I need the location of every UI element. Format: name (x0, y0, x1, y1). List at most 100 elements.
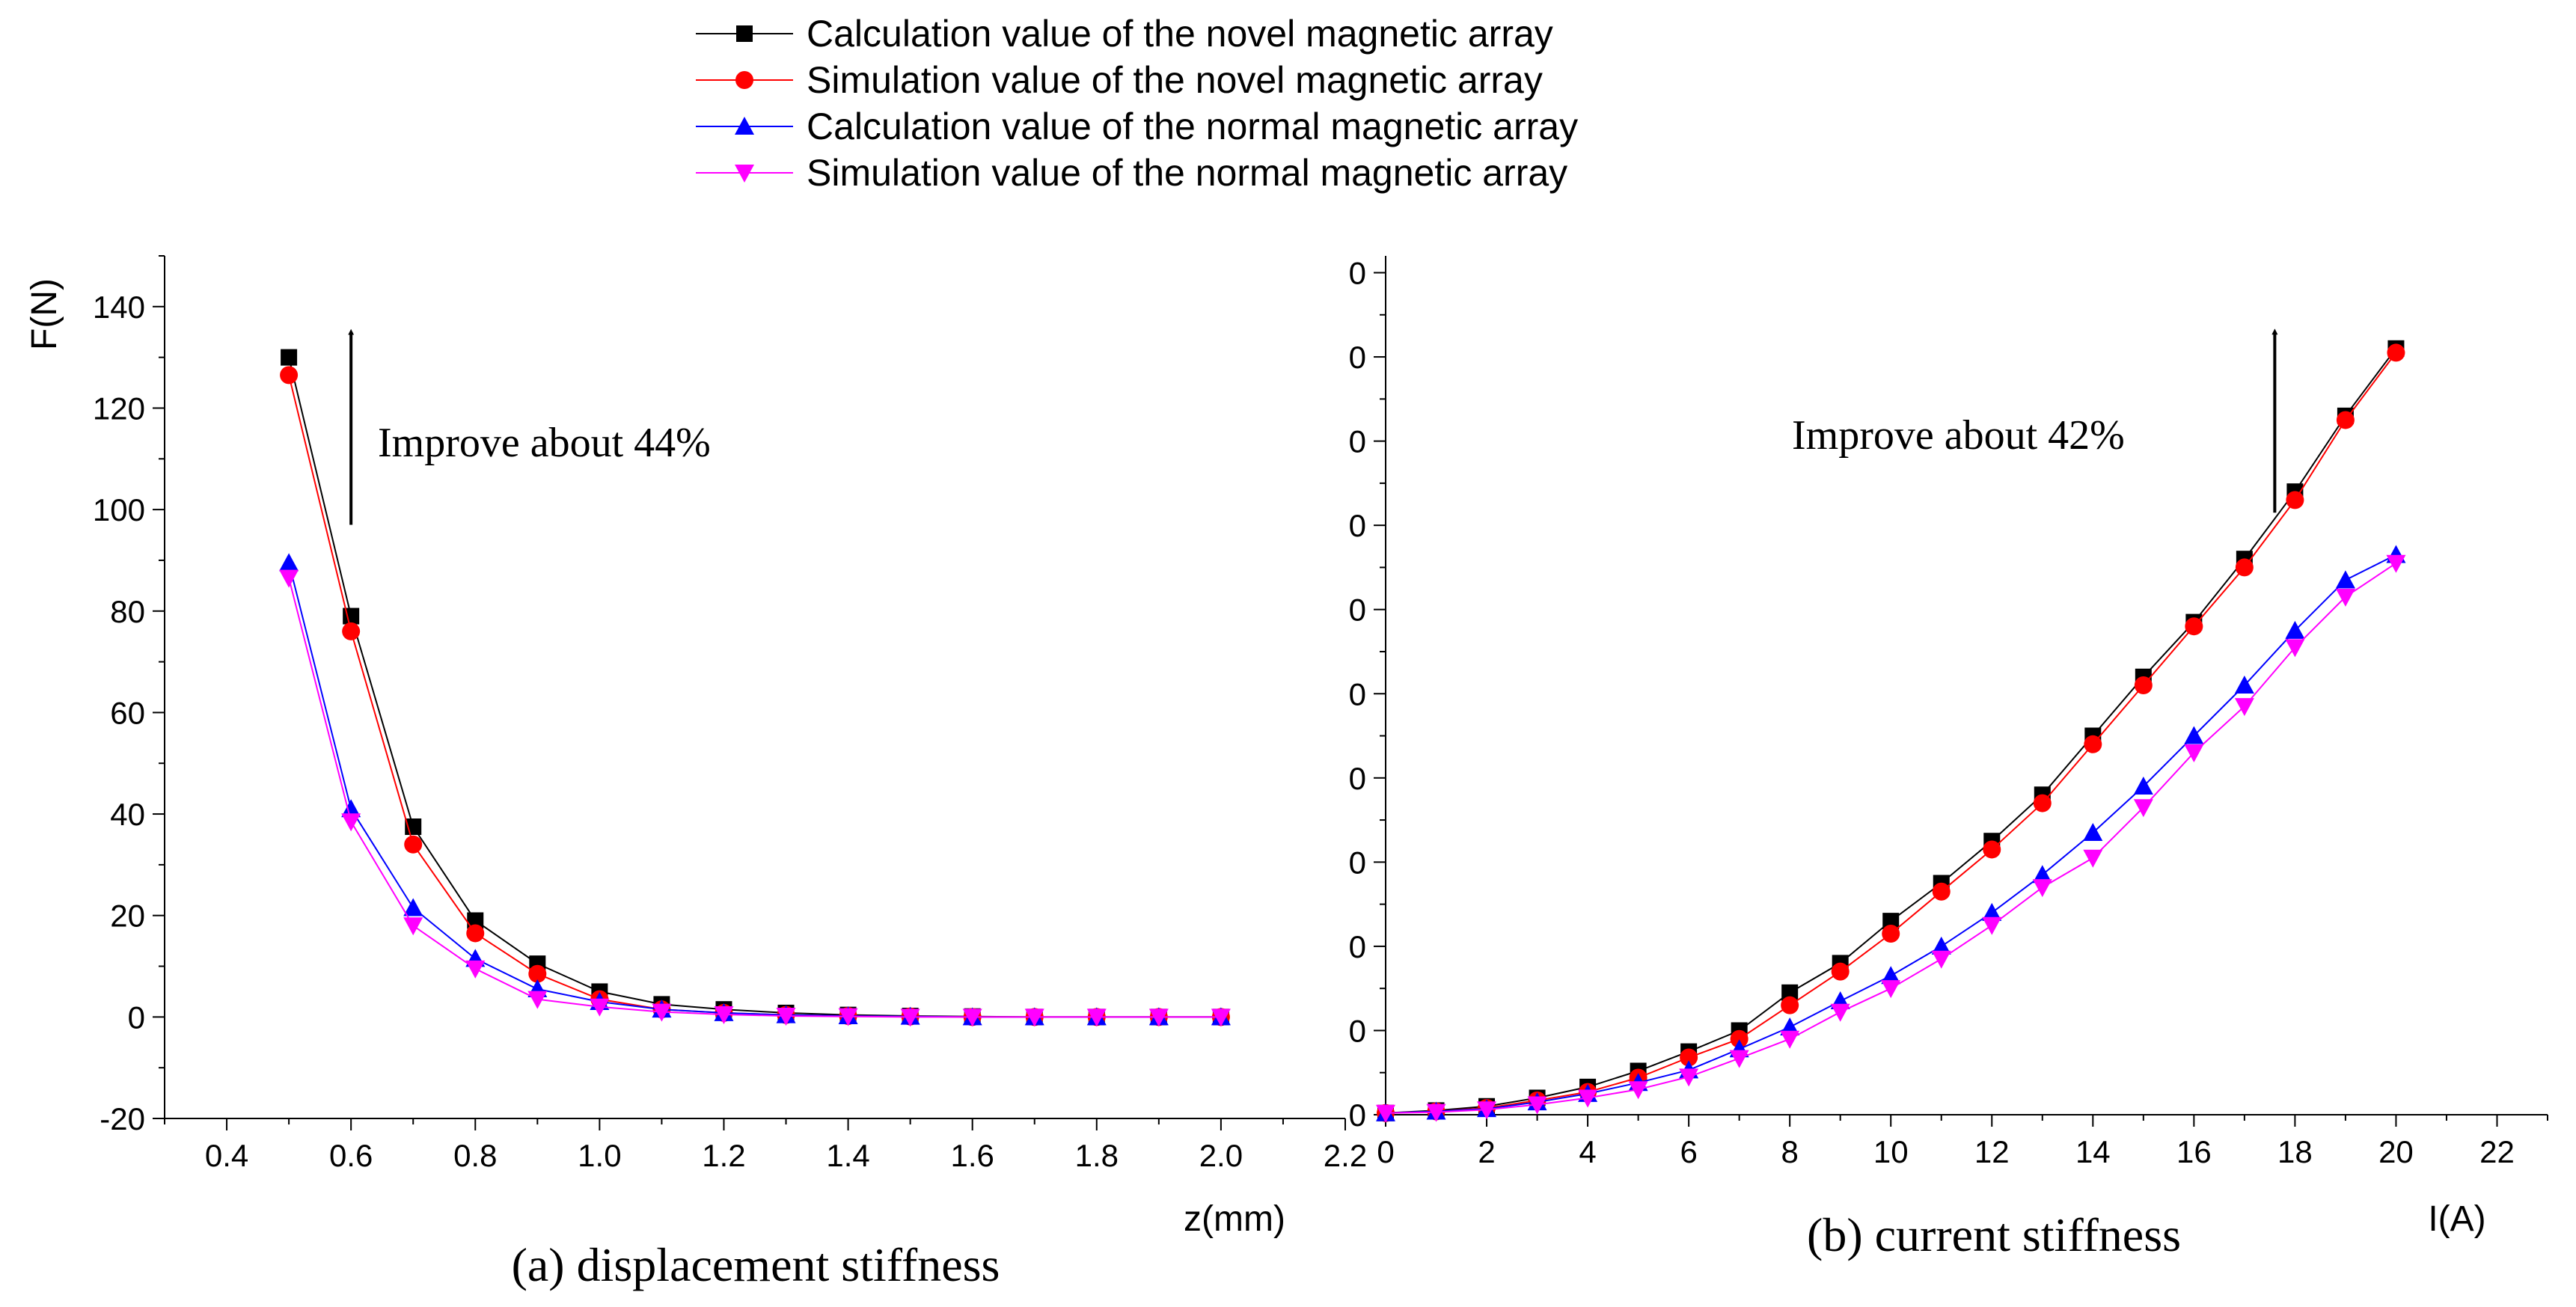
legend-entry: Simulation value of the novel magnetic a… (696, 59, 1543, 101)
chart-caption: (b) current stiffness (1807, 1208, 2181, 1261)
data-point (467, 912, 484, 929)
data-point (1148, 1008, 1169, 1027)
data-point (466, 924, 485, 943)
data-point (1679, 1068, 1699, 1087)
data-point (342, 622, 361, 640)
x-tick-label: 6 (1680, 1134, 1697, 1169)
y-tick-label: 0 (1349, 508, 1366, 543)
y-tick-label: 0 (1349, 1098, 1366, 1133)
legend-entry: Calculation value of the novel magnetic … (696, 13, 1553, 55)
data-point (590, 998, 610, 1017)
x-tick-label: 18 (2277, 1134, 2313, 1169)
data-point (1831, 962, 1850, 981)
data-point (2335, 588, 2355, 607)
data-point (2184, 726, 2204, 744)
legend-marker (735, 117, 754, 135)
data-point (1882, 925, 1900, 943)
data-point (1982, 916, 2002, 935)
data-point (2033, 794, 2052, 812)
data-point (528, 964, 547, 983)
x-tick-label: 2 (1478, 1134, 1495, 1169)
data-point (2335, 570, 2355, 589)
legend: Calculation value of the novel magnetic … (696, 13, 1578, 194)
legend-label: Calculation value of the novel magnetic … (807, 13, 1553, 55)
data-point (1477, 1101, 1497, 1120)
data-point (2184, 744, 2204, 763)
data-point (2185, 617, 2203, 636)
x-tick-label: 2.0 (1199, 1138, 1243, 1173)
data-point (1730, 1029, 1749, 1048)
data-point (2386, 554, 2406, 573)
data-point (838, 1008, 858, 1026)
series-line (288, 563, 1221, 1018)
y-tick-label: -20 (100, 1101, 145, 1136)
data-point (1680, 1048, 1698, 1067)
data-point (1024, 1008, 1044, 1027)
y-tick-label: 60 (110, 695, 145, 730)
data-point (403, 917, 423, 936)
x-axis-label: I(A) (2428, 1199, 2485, 1239)
data-point (2133, 799, 2153, 818)
data-point (2285, 639, 2305, 658)
data-point (1931, 936, 1951, 955)
x-tick-label: 1.4 (826, 1138, 869, 1173)
x-tick-label: 4 (1579, 1134, 1596, 1169)
data-point (1729, 1050, 1749, 1068)
y-tick-label: 100 (93, 492, 145, 527)
y-tick-label: 0 (1349, 1013, 1366, 1048)
x-tick-label: 16 (2176, 1134, 2212, 1169)
data-point (1527, 1096, 1547, 1115)
y-tick-label: 0 (1349, 256, 1366, 291)
data-point (1781, 996, 1799, 1014)
series (279, 569, 1231, 1027)
legend-entry: Simulation value of the normal magnetic … (696, 152, 1567, 194)
data-point (2083, 822, 2103, 841)
data-point (1932, 882, 1951, 901)
series (1376, 554, 2406, 1123)
data-point (1628, 1081, 1648, 1100)
data-point (1211, 1008, 1231, 1027)
data-point (2032, 865, 2052, 884)
x-tick-label: 2.2 (1324, 1138, 1367, 1173)
x-tick-label: 14 (2075, 1134, 2111, 1169)
x-tick-label: 22 (2479, 1134, 2515, 1169)
data-point (1881, 980, 1901, 999)
x-tick-label: 1.6 (950, 1138, 994, 1173)
data-point (341, 813, 361, 832)
data-point (1426, 1104, 1446, 1122)
x-tick-label: 10 (1873, 1134, 1909, 1169)
series-line (288, 578, 1221, 1018)
chart-caption: (a) displacement stiffness (512, 1238, 1000, 1291)
series (1376, 545, 2406, 1121)
legend-label: Calculation value of the normal magnetic… (807, 105, 1578, 147)
y-tick-label: 140 (93, 290, 145, 325)
y-tick-label: 0 (1349, 929, 1366, 964)
data-point (652, 1003, 672, 1022)
data-point (900, 1008, 920, 1027)
series-line (1385, 554, 2396, 1114)
data-point (2234, 698, 2254, 717)
legend-marker (735, 71, 753, 89)
x-tick-label: 12 (1974, 1134, 2010, 1169)
data-point (1931, 950, 1951, 969)
y-tick-label: 0 (1349, 593, 1366, 628)
series-line (1385, 562, 2396, 1114)
legend-marker (735, 165, 754, 183)
data-point (1982, 902, 2002, 921)
data-point (1376, 1104, 1395, 1123)
data-point (1086, 1008, 1107, 1027)
data-point (2234, 676, 2254, 694)
data-point (962, 1008, 982, 1027)
annotation-text: Improve about 44% (378, 420, 711, 466)
y-tick-label: 20 (110, 899, 145, 934)
data-point (280, 366, 299, 385)
series-line (1385, 348, 2397, 1114)
y-tick-label: 40 (110, 797, 145, 832)
data-point (2235, 558, 2254, 577)
x-tick-label: 0.6 (329, 1138, 373, 1173)
data-point (2387, 343, 2405, 362)
x-tick-label: 1.2 (702, 1138, 745, 1173)
chart-displacement-stiffness: F(N) z(mm) Improve about 44% (a) displac… (25, 255, 1367, 1291)
x-tick-label: 8 (1781, 1134, 1798, 1169)
